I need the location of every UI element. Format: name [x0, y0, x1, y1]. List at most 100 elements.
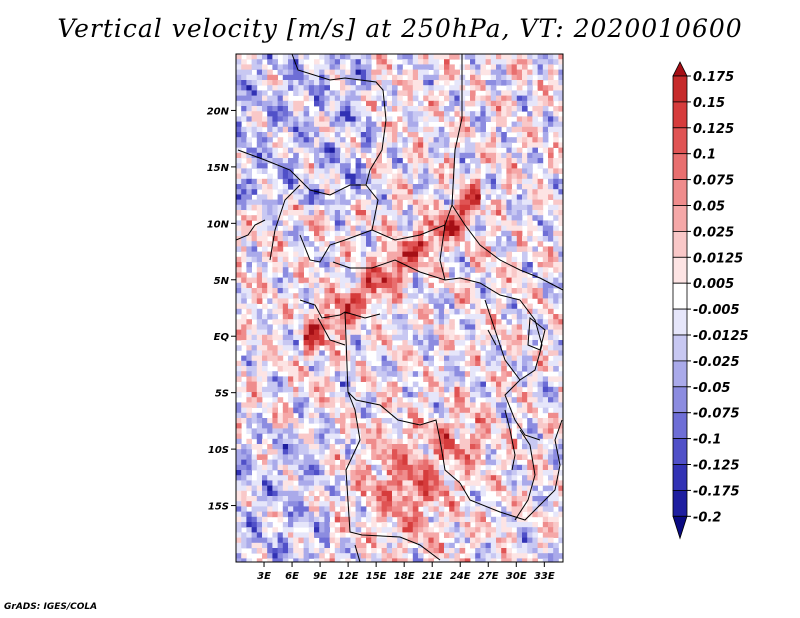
field-cell [251, 126, 258, 133]
field-cell [402, 506, 408, 512]
field-cell [433, 392, 440, 398]
field-cell [522, 407, 528, 414]
field-cell [386, 90, 393, 96]
field-cell [527, 449, 533, 455]
field-cell [272, 241, 278, 247]
field-cell [402, 126, 408, 133]
field-cell [407, 527, 414, 533]
field-cell [371, 184, 377, 190]
field-cell [298, 371, 304, 377]
field-cell [423, 282, 429, 289]
field-cell [485, 90, 492, 96]
field-cell [251, 199, 258, 206]
field-cell [267, 386, 273, 393]
field-cell [350, 80, 356, 86]
field-cell [334, 496, 341, 502]
field-cell [438, 522, 445, 528]
field-cell [522, 324, 528, 330]
field-cell [522, 412, 528, 419]
field-cell [537, 251, 544, 258]
field-cell [516, 59, 523, 65]
field-cell [251, 272, 258, 278]
field-cell [386, 189, 393, 195]
field-cell [314, 402, 320, 408]
field-cell [319, 64, 325, 70]
field-cell [277, 111, 284, 117]
field-cell [423, 433, 429, 440]
field-cell [334, 215, 341, 221]
field-cell [537, 152, 544, 159]
field-cell [314, 449, 320, 455]
field-cell [256, 152, 263, 159]
field-cell [444, 319, 450, 325]
field-cell [256, 163, 263, 169]
field-cell [438, 132, 445, 138]
field-cell [355, 59, 362, 65]
field-cell [438, 464, 445, 471]
field-cell [324, 163, 330, 169]
field-cell [340, 163, 346, 169]
field-cell [329, 532, 336, 538]
field-cell [542, 272, 549, 278]
field-cell [537, 397, 544, 403]
field-cell [246, 470, 252, 476]
field-cell [511, 69, 518, 76]
field-cell [371, 251, 377, 258]
field-cell [277, 282, 284, 289]
field-cell [324, 272, 330, 278]
field-cell [360, 59, 367, 65]
field-cell [314, 438, 320, 445]
field-cell [293, 220, 299, 226]
field-cell [376, 282, 382, 289]
field-cell [293, 303, 299, 310]
field-cell [449, 303, 455, 310]
field-cell [418, 402, 424, 408]
field-cell [376, 95, 382, 102]
field-cell [553, 262, 559, 268]
field-cell [329, 376, 336, 382]
field-cell [246, 449, 252, 455]
field-cell [501, 163, 507, 169]
field-cell [366, 334, 372, 341]
field-cell [454, 168, 460, 174]
field-cell [475, 501, 481, 507]
field-cell [334, 433, 341, 440]
field-cell [360, 69, 367, 76]
field-cell [314, 381, 320, 388]
field-cell [418, 308, 424, 315]
field-cell [548, 329, 554, 336]
field-cell [428, 59, 434, 65]
field-cell [501, 230, 507, 237]
field-cell [433, 80, 440, 86]
field-cell [303, 334, 310, 341]
field-cell [480, 449, 486, 455]
field-cell [459, 433, 466, 440]
field-cell [516, 100, 523, 107]
field-cell [506, 360, 512, 367]
field-cell [282, 142, 289, 148]
field-cell [251, 397, 258, 403]
field-cell [298, 100, 304, 107]
field-cell [319, 438, 325, 445]
field-cell [366, 444, 372, 450]
field-cell [397, 282, 403, 289]
field-cell [293, 54, 299, 60]
field-cell [241, 236, 247, 242]
field-cell [340, 80, 346, 86]
field-cell [282, 152, 289, 159]
field-cell [251, 412, 258, 419]
field-cell [319, 126, 325, 133]
field-cell [418, 100, 424, 107]
field-cell [282, 173, 289, 180]
field-cell [360, 189, 367, 195]
field-cell [438, 371, 445, 377]
field-cell [558, 220, 563, 226]
field-cell [386, 490, 393, 497]
field-cell [444, 152, 450, 159]
field-cell [397, 454, 403, 460]
field-cell [308, 282, 315, 289]
field-cell [418, 147, 424, 154]
field-cell [277, 475, 284, 481]
field-cell [470, 340, 476, 346]
field-cell [532, 412, 538, 419]
